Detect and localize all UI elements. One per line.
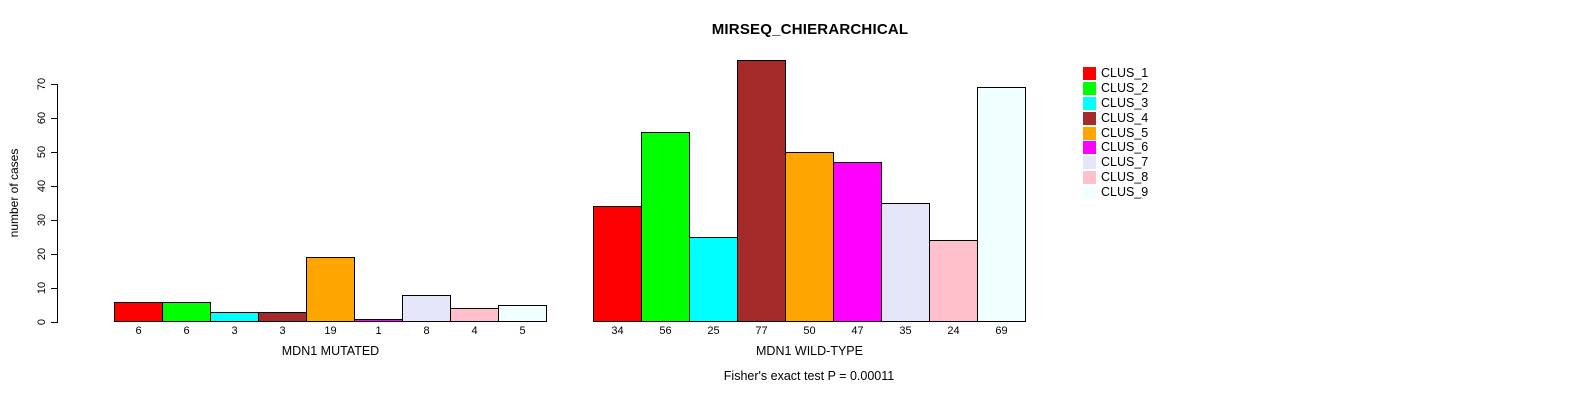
legend-label: CLUS_8 [1101,170,1149,185]
y-tick-mark [51,321,58,323]
bar-clus_6 [354,318,403,322]
legend-label: CLUS_4 [1101,110,1149,125]
y-tick-mark [51,185,58,187]
legend: CLUS_1 CLUS_2 CLUS_3 CLUS_4 CLUS_5 CLUS_6 CLUS… [1083,66,1148,200]
y-tick-label: 0 [36,318,48,326]
bar-clus_2 [162,301,211,322]
bar-clus_8 [450,308,499,322]
y-axis-label: number of cases [7,148,21,238]
legend-swatch-icon [1083,81,1096,95]
legend-label: CLUS_9 [1101,185,1149,200]
legend-swatch-icon [1083,156,1096,170]
legend-swatch-icon [1083,66,1096,80]
y-tick-label: 30 [36,213,48,227]
bar-value-label: 6 [183,325,190,337]
bar-clus_8 [929,240,978,322]
legend-row: CLUS_2 [1083,81,1148,96]
legend-row: CLUS_9 [1083,185,1148,200]
bar-value-label: 1 [375,325,382,337]
y-tick-mark [51,253,58,255]
bar-value-label: 6 [135,325,142,337]
legend-label: CLUS_3 [1101,95,1149,110]
y-tick-mark [51,83,58,85]
bar-value-label: 3 [279,325,286,337]
bar-clus_3 [689,237,738,322]
bar-value-label: 47 [851,325,864,337]
bar-clus_1 [593,206,642,322]
bar-value-label: 24 [947,325,960,337]
legend-label: CLUS_2 [1101,80,1149,95]
y-tick-label: 50 [36,145,48,159]
legend-row: CLUS_7 [1083,155,1148,170]
legend-row: CLUS_4 [1083,111,1148,126]
y-tick-label: 70 [36,77,48,91]
legend-row: CLUS_5 [1083,126,1148,141]
legend-row: CLUS_8 [1083,170,1148,185]
x-axis-group-label-wildtype: MDN1 WILD-TYPE [756,344,863,358]
bar-clus_7 [402,294,451,322]
legend-swatch-icon [1083,171,1096,185]
bar-value-label: 50 [803,325,816,337]
legend-row: CLUS_6 [1083,140,1148,155]
bar-clus_6 [833,162,882,322]
legend-label: CLUS_1 [1101,65,1149,80]
y-tick-mark [51,219,58,221]
bar-clus_1 [114,301,163,322]
y-tick-mark [51,151,58,153]
bar-clus_7 [881,203,930,322]
y-tick-mark [51,117,58,119]
bar-value-label: 4 [471,325,478,337]
bar-value-label: 8 [423,325,430,337]
y-tick-label: 60 [36,111,48,125]
bar-clus_4 [258,311,307,322]
chart-title: MIRSEQ_CHIERARCHICAL [711,21,909,38]
legend-label: CLUS_5 [1101,125,1149,140]
fisher-test-caption: Fisher's exact test P = 0.00011 [723,369,895,383]
bar-clus_5 [785,152,834,322]
bar-value-label: 56 [659,325,672,337]
bar-clus_5 [306,257,355,322]
bar-value-label: 19 [324,325,337,337]
y-tick-label: 10 [36,281,48,295]
bar-clus_2 [641,131,690,322]
bar-value-label: 69 [995,325,1008,337]
legend-label: CLUS_6 [1101,140,1149,155]
bar-value-label: 5 [519,325,526,337]
bar-clus_4 [737,60,786,322]
legend-swatch-icon [1083,111,1096,125]
y-tick-label: 20 [36,247,48,261]
bar-value-label: 77 [755,325,768,337]
legend-swatch-icon [1083,186,1096,200]
bar-clus_9 [977,87,1026,322]
bar-clus_9 [498,305,547,322]
legend-label: CLUS_7 [1101,155,1149,170]
legend-swatch-icon [1083,126,1096,140]
bar-value-label: 35 [899,325,912,337]
y-axis-line [57,84,58,322]
legend-swatch-icon [1083,141,1096,155]
bar-value-label: 34 [611,325,624,337]
legend-row: CLUS_3 [1083,96,1148,111]
bar-value-label: 25 [707,325,720,337]
bar-clus_3 [210,311,259,322]
x-axis-group-label-mutated: MDN1 MUTATED [281,344,380,358]
y-tick-label: 40 [36,179,48,193]
legend-row: CLUS_1 [1083,66,1148,81]
bar-value-label: 3 [231,325,238,337]
y-tick-mark [51,287,58,289]
legend-swatch-icon [1083,96,1096,110]
